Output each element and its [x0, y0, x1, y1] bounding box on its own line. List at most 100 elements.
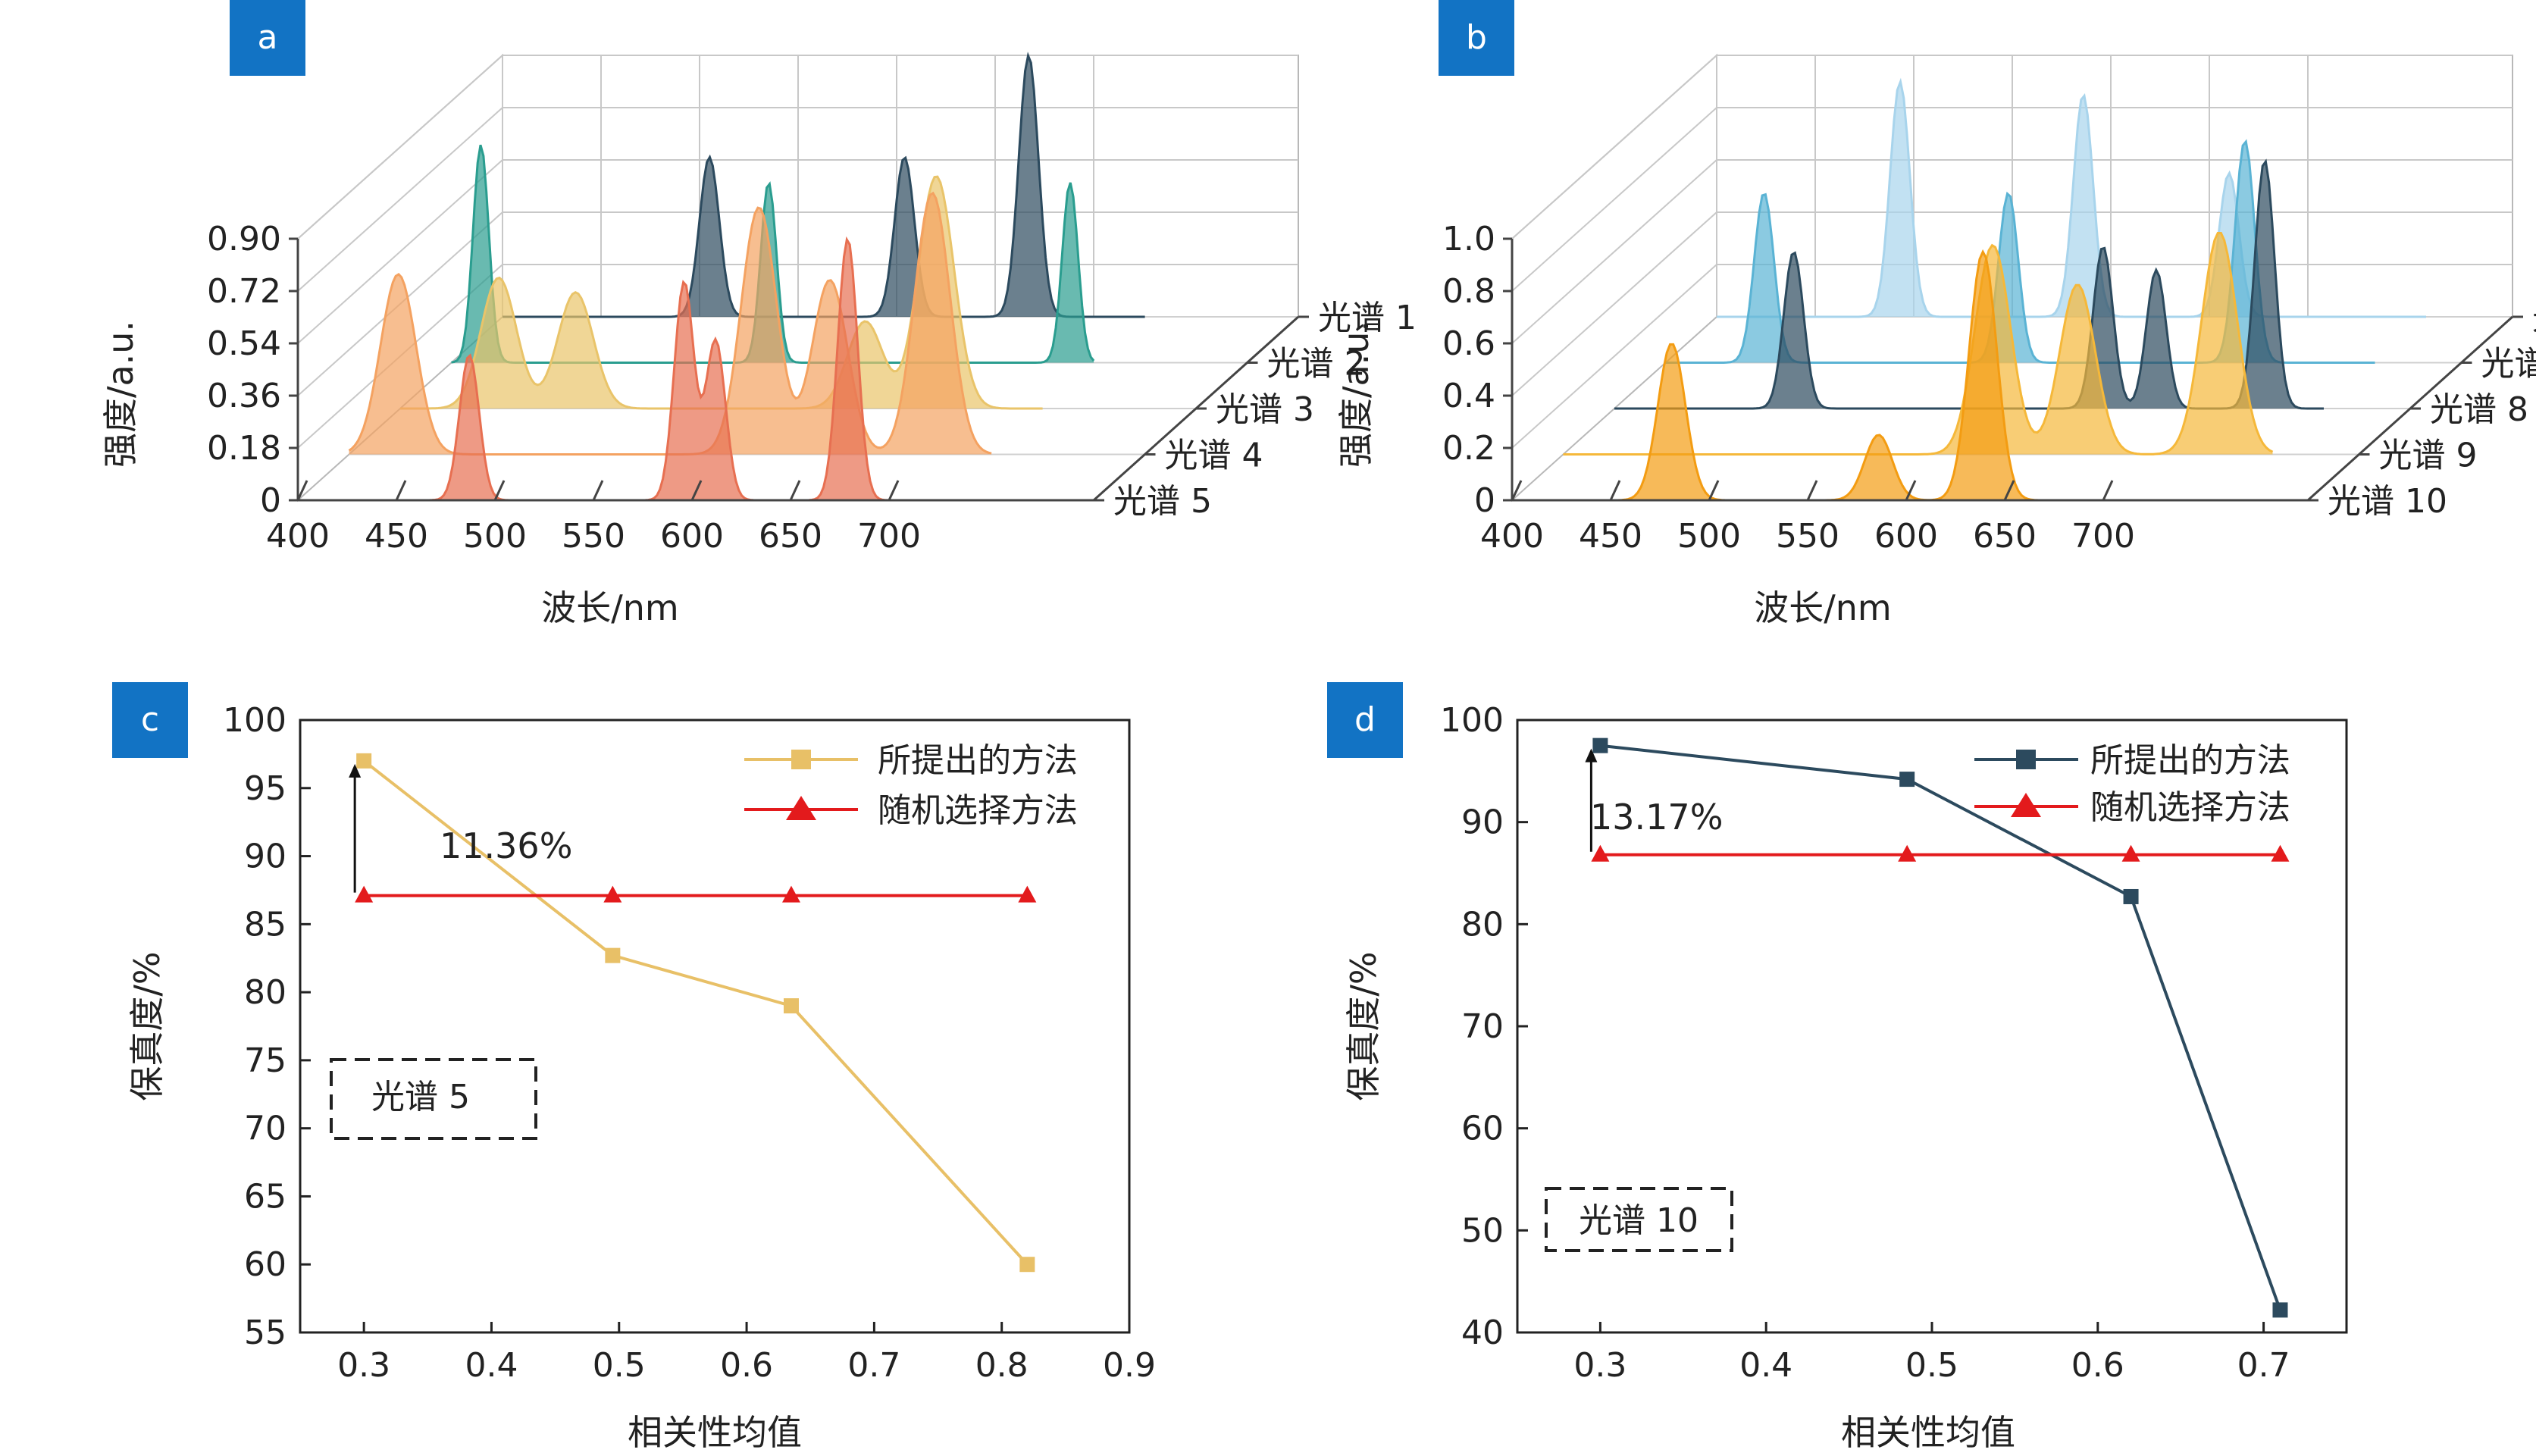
c-y-tick-label: 65	[244, 1177, 286, 1216]
c-x-tick-label: 0.6	[720, 1346, 773, 1385]
panel-c-legend-label-random: 随机选择方法	[878, 791, 1078, 830]
b-x-tick-label: 600	[1874, 517, 1938, 556]
c-x-tick-label: 0.8	[975, 1346, 1028, 1385]
panel-c-legend: 所提出的方法 随机选择方法	[744, 741, 1078, 830]
panel-c-y-ticks: 55 60 65 70 75 80 85 90 95 100	[223, 701, 311, 1352]
d-point-method	[1592, 737, 1608, 753]
panel-c-improvement-label: 11.36%	[440, 825, 572, 866]
a-series-fill-4	[349, 193, 992, 455]
c-y-tick-label: 80	[244, 973, 286, 1012]
a-x-tick-label: 500	[463, 517, 527, 556]
panel-d-series	[1591, 737, 2290, 1318]
a-x-tick-label: 650	[759, 517, 822, 556]
b-x-tick-label: 400	[1480, 517, 1544, 556]
panel-c-legend-marker-method	[791, 750, 811, 769]
b-side-grid-line	[1511, 264, 1717, 449]
d-x-tick-label: 0.5	[1905, 1346, 1958, 1385]
c-point-method	[783, 998, 799, 1014]
d-y-tick-label: 100	[1440, 701, 1504, 740]
a-y-tick-label: 0.18	[207, 429, 281, 468]
panel-d-legend-marker-method	[2016, 750, 2036, 769]
panel-a-series-names: 光谱 1 光谱 2 光谱 3 光谱 4 光谱 5	[1094, 299, 1417, 521]
c-x-tick-label: 0.4	[465, 1346, 518, 1385]
a-series-name-5: 光谱 5	[1113, 482, 1212, 521]
d-y-tick-label: 90	[1461, 803, 1504, 842]
d-y-tick-label: 40	[1461, 1314, 1504, 1352]
a-x-tick-label: 400	[266, 517, 330, 556]
panel-c-series	[355, 753, 1037, 1273]
b-series-fill-1	[1717, 82, 2426, 317]
panel-b-y-ticks: 0 0.2 0.4 0.6 0.8 1.0	[1442, 220, 1512, 520]
a-x-tick-mark	[296, 480, 308, 501]
panel-a-waterfall: a 400 450 500 550 600 650 700 0 0.18 0.36 0.54 0.7…	[100, 0, 1417, 628]
panel-b-series-names: 光谱 6 光谱 7 光谱 8 光谱 9 光谱 10	[2308, 299, 2536, 521]
d-point-random	[1898, 844, 1917, 862]
c-point-random	[781, 885, 800, 903]
b-side-grid-line	[1511, 55, 1717, 240]
panel-c-x-ticks: 0.3 0.4 0.5 0.6 0.7 0.8 0.9	[337, 1322, 1156, 1385]
c-y-tick-label: 60	[244, 1245, 286, 1284]
c-x-tick-label: 0.9	[1103, 1346, 1156, 1385]
c-point-random	[603, 885, 622, 903]
d-series-line-1	[1600, 744, 2282, 1311]
d-point-random	[1591, 844, 1610, 862]
panel-a-series	[298, 52, 1145, 502]
b-side-grid-line	[1511, 211, 1717, 396]
a-x-tick-mark	[888, 480, 900, 501]
b-y-tick-label: 1.0	[1442, 220, 1495, 258]
a-y-tick-label: 0.36	[207, 377, 281, 415]
panel-d-annotation-arrow	[1585, 748, 1598, 852]
c-y-tick-label: 75	[244, 1041, 286, 1080]
b-y-tick-label: 0.6	[1442, 324, 1495, 363]
a-side-grid-line	[297, 159, 503, 344]
panel-a-badge	[230, 0, 305, 76]
panel-d-badge-label: d	[1354, 700, 1376, 739]
panel-a-x-ticks: 400 450 500 550 600 650 700	[266, 480, 921, 556]
panel-d-legend-label-method: 所提出的方法	[2090, 741, 2290, 780]
b-side-grid-line	[1511, 107, 1717, 292]
b-series-name-1: 光谱 6	[2532, 299, 2536, 337]
panel-b-y-axis-label: 强度/a.u.	[1335, 321, 1376, 468]
panel-d-x-axis-label: 相关性均值	[1841, 1412, 2015, 1453]
b-x-tick-label: 500	[1677, 517, 1741, 556]
panel-b-badge	[1439, 0, 1514, 76]
d-y-tick-label: 70	[1461, 1007, 1504, 1046]
panel-c-badge	[112, 682, 188, 758]
a-series-name-1: 光谱 1	[1318, 299, 1417, 337]
b-x-tick-label: 550	[1776, 517, 1839, 556]
b-series-fill-3	[1614, 161, 2324, 409]
c-y-tick-label: 95	[244, 769, 286, 808]
a-x-tick-mark	[395, 480, 407, 501]
c-x-tick-label: 0.3	[337, 1346, 390, 1385]
panel-c-legend-label-method: 所提出的方法	[878, 741, 1078, 780]
b-series-name-4: 光谱 9	[2379, 437, 2478, 475]
d-point-method	[1899, 772, 1915, 787]
b-y-tick-label: 0.2	[1442, 429, 1495, 468]
b-x-tick-label: 450	[1579, 517, 1642, 556]
a-x-tick-mark	[592, 480, 604, 501]
panel-a-y-axis-label: 强度/a.u.	[100, 321, 141, 468]
b-series-name-2: 光谱 7	[2481, 345, 2536, 384]
b-x-tick-mark	[1511, 480, 1523, 501]
panel-c-x-axis-label: 相关性均值	[628, 1412, 802, 1453]
b-series-line-1	[1717, 77, 2426, 318]
panel-a-y-ticks: 0 0.18 0.36 0.54 0.72 0.90	[207, 220, 298, 520]
a-series-fill-5	[298, 240, 941, 500]
a-series-name-3: 光谱 3	[1216, 390, 1314, 429]
panel-d-legend: 所提出的方法 随机选择方法	[1974, 741, 2290, 827]
c-x-tick-label: 0.5	[593, 1346, 646, 1385]
a-y-tick-label: 0.90	[207, 220, 281, 258]
b-x-tick-mark	[1708, 480, 1720, 501]
panel-a-x-axis-label: 波长/nm	[541, 587, 678, 628]
panel-d-y-ticks: 40 50 60 70 80 90 100	[1440, 701, 1528, 1352]
a-y-tick-label: 0	[260, 481, 281, 520]
panel-d-legend-label-random: 随机选择方法	[2090, 788, 2290, 827]
b-x-tick-mark	[2102, 480, 2114, 501]
panel-c-annotation-arrow	[349, 763, 362, 893]
d-x-tick-label: 0.3	[1573, 1346, 1626, 1385]
a-side-grid-line	[297, 107, 503, 292]
b-y-tick-label: 0	[1474, 481, 1495, 520]
panel-c-spectrum-box	[330, 1058, 537, 1140]
a-series-name-2: 光谱 2	[1267, 345, 1366, 384]
